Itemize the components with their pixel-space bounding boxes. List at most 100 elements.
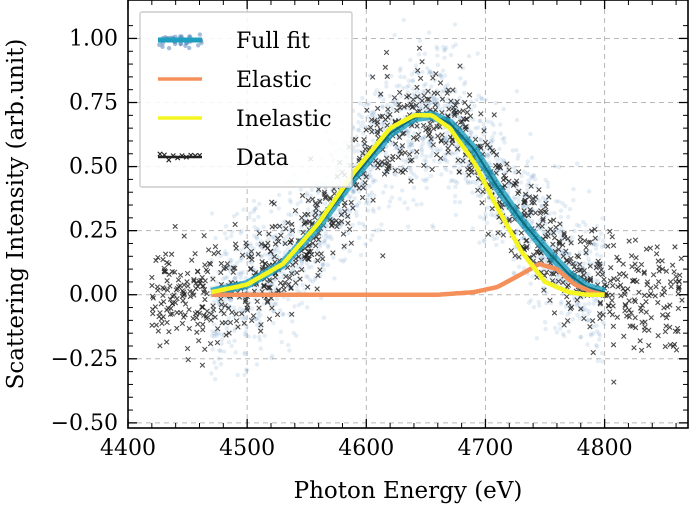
- data-point: [193, 280, 199, 286]
- x-tick-label: 4500: [219, 436, 275, 461]
- cloud-point: [212, 331, 217, 336]
- cloud-point: [435, 47, 440, 52]
- cloud-point: [295, 288, 300, 293]
- cloud-point: [375, 157, 380, 162]
- cloud-point: [542, 231, 547, 237]
- cloud-point: [252, 224, 257, 230]
- data-point: [390, 153, 396, 160]
- data-point: [248, 248, 255, 255]
- cloud-point: [571, 198, 576, 203]
- cloud-point: [233, 275, 238, 280]
- cloud-point: [543, 326, 548, 332]
- cloud-point: [360, 221, 366, 227]
- cloud-point: [249, 261, 254, 266]
- cloud-point: [450, 178, 455, 183]
- cloud-point: [583, 222, 588, 228]
- cloud-point: [435, 98, 440, 103]
- data-point: [439, 96, 446, 102]
- cloud-point: [222, 231, 228, 236]
- cloud-point: [528, 281, 533, 286]
- data-point: [639, 319, 645, 325]
- cloud-point: [334, 212, 339, 218]
- data-point: [294, 270, 300, 276]
- data-point: [550, 217, 557, 223]
- cloud-point: [558, 208, 564, 213]
- data-point: [187, 288, 193, 295]
- cloud-point: [240, 270, 246, 275]
- data-point: [463, 123, 469, 130]
- data-point: [643, 309, 650, 315]
- cloud-point: [374, 88, 379, 93]
- cloud-point: [229, 343, 234, 349]
- cloud-point: [443, 158, 448, 163]
- data-point: [286, 275, 293, 281]
- cloud-point: [587, 309, 592, 314]
- cloud-point: [497, 157, 503, 162]
- cloud-point: [398, 94, 404, 99]
- cloud-point: [237, 306, 243, 311]
- cloud-point: [485, 119, 490, 124]
- cloud-point: [328, 234, 333, 239]
- cloud-point: [445, 130, 450, 135]
- cloud-point: [428, 100, 434, 105]
- cloud-point: [552, 279, 558, 284]
- cloud-point: [273, 301, 279, 306]
- cloud-point: [562, 279, 568, 284]
- data-point: [610, 323, 617, 329]
- cloud-point: [321, 261, 326, 267]
- cloud-point: [209, 258, 214, 263]
- data-point: [663, 268, 670, 274]
- cloud-point: [224, 252, 230, 257]
- cloud-point: [266, 237, 271, 242]
- cloud-point: [244, 325, 249, 330]
- cloud-point: [452, 22, 458, 27]
- cloud-point: [209, 211, 215, 216]
- cloud-point: [371, 163, 377, 168]
- data-point: [232, 221, 238, 228]
- data-point: [560, 253, 567, 259]
- cloud-point: [453, 184, 458, 189]
- data-point: [430, 126, 437, 132]
- cloud-point: [233, 275, 238, 281]
- data-point: [622, 288, 628, 294]
- cloud-point: [453, 42, 458, 47]
- data-point: [404, 102, 411, 109]
- cloud-point: [377, 94, 382, 100]
- data-point: [296, 254, 302, 260]
- cloud-point: [591, 301, 596, 306]
- cloud-point: [419, 144, 424, 149]
- cloud-point: [345, 207, 350, 213]
- data-point: [631, 345, 637, 351]
- cloud-point: [474, 180, 479, 186]
- data-point: [266, 231, 272, 237]
- cloud-point: [351, 188, 357, 194]
- data-point: [314, 286, 320, 292]
- data-point: [679, 297, 685, 303]
- data-point: [515, 190, 521, 197]
- data-point: [161, 265, 167, 272]
- cloud-point: [489, 120, 494, 125]
- data-point: [677, 272, 683, 278]
- y-tick-label: 0.00: [69, 283, 118, 308]
- legend-handle-data-marker: [175, 155, 181, 161]
- cloud-point: [519, 173, 524, 179]
- data-point: [419, 98, 425, 104]
- cloud-point: [218, 361, 224, 367]
- cloud-point: [359, 182, 364, 187]
- cloud-point: [231, 214, 237, 219]
- data-point: [166, 261, 172, 267]
- cloud-point: [210, 329, 215, 334]
- data-point: [384, 166, 390, 172]
- data-point: [669, 262, 676, 268]
- x-axis-label: Photon Energy (eV): [294, 478, 523, 504]
- cloud-point: [370, 233, 375, 238]
- cloud-point: [437, 159, 442, 165]
- cloud-point: [478, 215, 483, 220]
- cloud-point: [214, 365, 219, 370]
- cloud-point: [443, 134, 448, 140]
- data-point: [451, 112, 458, 118]
- data-point: [611, 276, 617, 282]
- data-point: [659, 312, 666, 318]
- cloud-point: [526, 300, 532, 305]
- cloud-point: [552, 210, 557, 216]
